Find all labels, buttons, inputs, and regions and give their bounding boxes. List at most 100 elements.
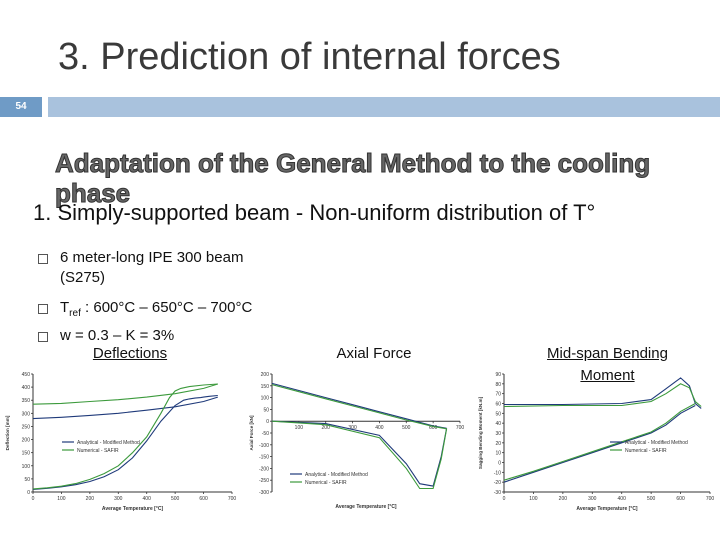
y-tick-label: 30 bbox=[495, 431, 501, 437]
legend-label-2: Numerical - SAFIR bbox=[77, 448, 119, 454]
x-tick-label: 300 bbox=[588, 496, 597, 502]
y-tick-label: -100 bbox=[259, 443, 269, 449]
y-tick-label: 400 bbox=[22, 385, 31, 391]
y-tick-label: -200 bbox=[259, 466, 269, 472]
caption-moment-line-2: Moment bbox=[580, 367, 635, 384]
page-number-bar bbox=[0, 97, 42, 117]
y-tick-label: 50 bbox=[495, 411, 501, 417]
slide-subtitle: Adaptation of the General Method to the … bbox=[55, 148, 651, 209]
series-line-2 bbox=[32, 396, 218, 420]
y-tick-label: -30 bbox=[494, 490, 501, 496]
x-tick-label: 500 bbox=[402, 425, 411, 431]
legend-label-1: Analytical - Modified Method bbox=[77, 440, 140, 446]
x-tick-label: 0 bbox=[503, 496, 506, 502]
y-tick-label: -150 bbox=[259, 455, 269, 461]
x-axis-label: Average Temperature [°C] bbox=[576, 506, 638, 512]
x-tick-label: 600 bbox=[199, 496, 208, 502]
series-line-2 bbox=[504, 377, 702, 409]
x-tick-label: 100 bbox=[57, 496, 66, 502]
caption-deflections: Deflections bbox=[92, 345, 168, 362]
bullet-2-t: T bbox=[60, 299, 70, 316]
x-tick-label: 400 bbox=[143, 496, 152, 502]
bullet-marker-1 bbox=[38, 254, 48, 264]
series-line-3 bbox=[271, 384, 447, 430]
x-tick-label: 500 bbox=[171, 496, 180, 502]
series-line-4 bbox=[271, 420, 448, 490]
y-tick-label: 80 bbox=[495, 382, 501, 388]
page-number: 54 bbox=[15, 101, 27, 112]
y-tick-label: 0 bbox=[266, 419, 269, 425]
slide-title: 3. Prediction of internal forces bbox=[58, 36, 561, 78]
y-tick-label: 20 bbox=[495, 441, 501, 447]
caption-moment-line-1: Mid-span Bending bbox=[547, 345, 668, 362]
x-tick-label: 100 bbox=[295, 425, 304, 431]
y-tick-label: 100 bbox=[22, 464, 31, 470]
bullet-2-subscript: ref bbox=[69, 308, 81, 319]
series-line-2 bbox=[271, 420, 448, 487]
bullet-2: Tref : 600°C – 650°C – 700°C bbox=[60, 298, 252, 324]
x-axis-label: Average Temperature [°C] bbox=[335, 504, 397, 510]
x-tick-label: 200 bbox=[86, 496, 95, 502]
legend-label-2: Numerical - SAFIR bbox=[305, 480, 347, 486]
bullet-3: w = 0.3 – K = 3% bbox=[60, 327, 175, 344]
y-tick-label: -20 bbox=[494, 480, 501, 486]
y-tick-label: 10 bbox=[495, 451, 501, 457]
series-line-3 bbox=[32, 383, 218, 490]
bullet-marker-2 bbox=[38, 304, 48, 314]
y-axis-label: Axial Force [kN] bbox=[249, 415, 254, 450]
y-tick-label: -250 bbox=[259, 478, 269, 484]
x-tick-label: 400 bbox=[375, 425, 384, 431]
x-tick-label: 700 bbox=[706, 496, 715, 502]
y-axis-label: Deflection [mm] bbox=[5, 415, 10, 450]
x-tick-label: 100 bbox=[529, 496, 538, 502]
legend-label-1: Analytical - Modified Method bbox=[625, 440, 688, 446]
series-line-1 bbox=[32, 394, 218, 490]
y-tick-label: 0 bbox=[498, 461, 501, 467]
y-tick-label: 450 bbox=[22, 372, 31, 378]
legend-label-2: Numerical - SAFIR bbox=[625, 448, 667, 454]
y-tick-label: 50 bbox=[24, 477, 30, 483]
y-tick-label: -50 bbox=[262, 431, 269, 437]
bullet-1-line-2: (S275) bbox=[60, 269, 106, 286]
bullet-marker-3 bbox=[38, 332, 48, 342]
y-tick-label: 200 bbox=[22, 438, 31, 444]
x-tick-label: 200 bbox=[322, 425, 331, 431]
y-tick-label: -300 bbox=[259, 490, 269, 496]
deflection-chart: 0 50 100 150 200 250 300 350 400 450 0 100 200 300 400… bbox=[5, 372, 237, 512]
bullet-1-line-1: 6 meter-long IPE 300 beam bbox=[60, 249, 244, 266]
y-tick-label: 100 bbox=[261, 396, 270, 402]
y-tick-label: 300 bbox=[22, 411, 31, 417]
y-tick-label: 350 bbox=[22, 398, 31, 404]
legend-label-1: Analytical - Modified Method bbox=[305, 472, 368, 478]
x-tick-label: 600 bbox=[676, 496, 685, 502]
x-tick-label: 700 bbox=[456, 425, 465, 431]
series-line-4 bbox=[503, 383, 702, 408]
x-tick-label: 500 bbox=[647, 496, 656, 502]
y-tick-label: -10 bbox=[494, 470, 501, 476]
x-tick-label: 400 bbox=[618, 496, 627, 502]
x-tick-label: 600 bbox=[429, 425, 438, 431]
y-tick-label: 70 bbox=[495, 392, 501, 398]
bullet-2-temps: : 600°C – 650°C – 700°C bbox=[80, 299, 253, 316]
series-line-1 bbox=[503, 405, 696, 483]
section-heading: 1. Simply-supported beam - Non-uniform d… bbox=[33, 200, 596, 225]
x-axis-label: Average Temperature [°C] bbox=[102, 506, 164, 512]
x-tick-label: 300 bbox=[348, 425, 357, 431]
header-bar bbox=[48, 97, 720, 117]
series-line-1 bbox=[271, 382, 447, 429]
x-tick-label: 300 bbox=[114, 496, 123, 502]
y-tick-label: 150 bbox=[22, 451, 31, 457]
y-axis-label: Sagging Bending Moment [kN.m] bbox=[478, 396, 483, 469]
y-tick-label: 50 bbox=[263, 407, 269, 413]
y-tick-label: 200 bbox=[261, 372, 270, 378]
series-line-4 bbox=[32, 383, 218, 405]
y-tick-label: 0 bbox=[27, 490, 30, 496]
y-tick-label: 60 bbox=[495, 402, 501, 408]
x-tick-label: 700 bbox=[228, 496, 237, 502]
caption-axial-force: Axial Force bbox=[336, 345, 412, 362]
x-tick-label: 0 bbox=[32, 496, 35, 502]
y-tick-label: 40 bbox=[495, 421, 501, 427]
y-tick-label: 250 bbox=[22, 424, 31, 430]
